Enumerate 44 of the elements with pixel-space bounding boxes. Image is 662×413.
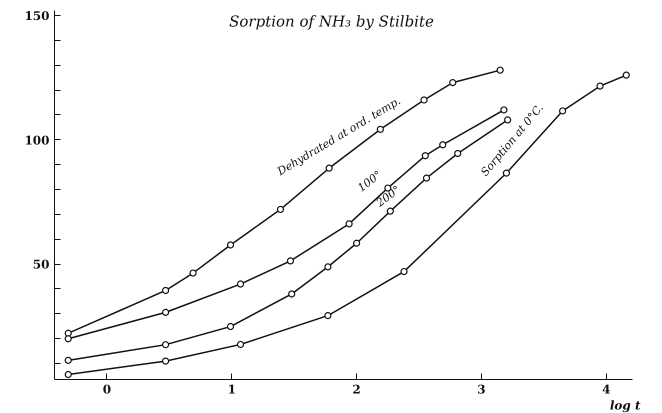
point	[504, 116, 512, 124]
point	[288, 290, 296, 298]
point	[400, 268, 408, 276]
point	[226, 241, 234, 249]
point	[386, 208, 394, 215]
point	[439, 141, 446, 148]
point	[236, 340, 244, 348]
x-axis-title: log t	[610, 398, 641, 412]
point	[622, 72, 630, 79]
point	[64, 356, 72, 364]
point	[496, 66, 504, 74]
point	[376, 126, 384, 133]
point	[420, 96, 428, 104]
point	[162, 341, 170, 348]
point	[558, 107, 566, 115]
point	[286, 257, 294, 264]
point	[500, 106, 508, 114]
x-tick-label: 3	[477, 382, 486, 396]
point	[596, 82, 604, 90]
x-tick-label: 2	[352, 382, 361, 396]
point	[189, 269, 197, 277]
x-tick-label: 1	[228, 382, 236, 396]
y-tick-label: 150	[24, 8, 50, 23]
point	[162, 308, 170, 316]
y-tick-label: 100	[24, 133, 50, 148]
point	[236, 280, 244, 288]
chart-title: Sorption of NH₃ by Stilbite	[229, 12, 434, 30]
point	[276, 206, 284, 214]
point	[324, 312, 332, 320]
point	[324, 263, 332, 270]
point	[454, 150, 462, 158]
point	[226, 322, 234, 330]
x-tick-label: 0	[102, 382, 112, 396]
point	[346, 220, 353, 228]
x-tick-label: 4	[602, 382, 610, 396]
point	[353, 240, 360, 247]
point	[162, 358, 170, 365]
point	[449, 79, 456, 86]
point	[422, 152, 429, 160]
y-tick-label: 50	[32, 258, 50, 272]
point	[162, 286, 170, 294]
point	[422, 174, 430, 182]
point	[64, 335, 72, 342]
point	[64, 370, 72, 378]
